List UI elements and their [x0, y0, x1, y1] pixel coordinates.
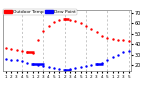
Point: [85, 65, 87, 67]
Point: [21, 51, 23, 52]
Point: [69, 69, 71, 70]
Point: [122, 52, 124, 53]
Point: [79, 66, 82, 68]
Point: [74, 20, 76, 22]
Point: [37, 64, 39, 66]
Point: [85, 25, 87, 27]
Point: [21, 60, 23, 62]
Point: [106, 37, 108, 38]
Point: [90, 64, 92, 66]
Point: [42, 31, 44, 32]
Point: [63, 70, 66, 71]
Point: [53, 21, 55, 23]
Point: [31, 63, 34, 65]
Point: [42, 65, 44, 67]
Point: [106, 59, 108, 60]
Point: [127, 51, 130, 52]
Point: [15, 50, 18, 51]
Point: [10, 59, 12, 60]
Point: [5, 58, 7, 59]
Legend: Outdoor Temp, Dew Point: Outdoor Temp, Dew Point: [3, 9, 77, 15]
Point: [31, 53, 34, 54]
Point: [58, 19, 60, 21]
Point: [10, 49, 12, 50]
Point: [95, 63, 98, 65]
Point: [117, 54, 119, 55]
Point: [74, 68, 76, 69]
Point: [101, 35, 103, 36]
Point: [63, 18, 66, 20]
Point: [47, 66, 50, 68]
Point: [47, 25, 50, 27]
Point: [5, 48, 7, 49]
Point: [69, 19, 71, 21]
Point: [37, 39, 39, 41]
Point: [111, 38, 114, 39]
Point: [111, 56, 114, 57]
Point: [117, 39, 119, 41]
Point: [26, 52, 28, 53]
Point: [15, 59, 18, 60]
Point: [26, 62, 28, 64]
Point: [79, 22, 82, 24]
Point: [122, 39, 124, 41]
Point: [95, 32, 98, 33]
Point: [58, 69, 60, 70]
Point: [101, 62, 103, 64]
Point: [90, 29, 92, 30]
Point: [53, 68, 55, 69]
Point: [127, 40, 130, 42]
